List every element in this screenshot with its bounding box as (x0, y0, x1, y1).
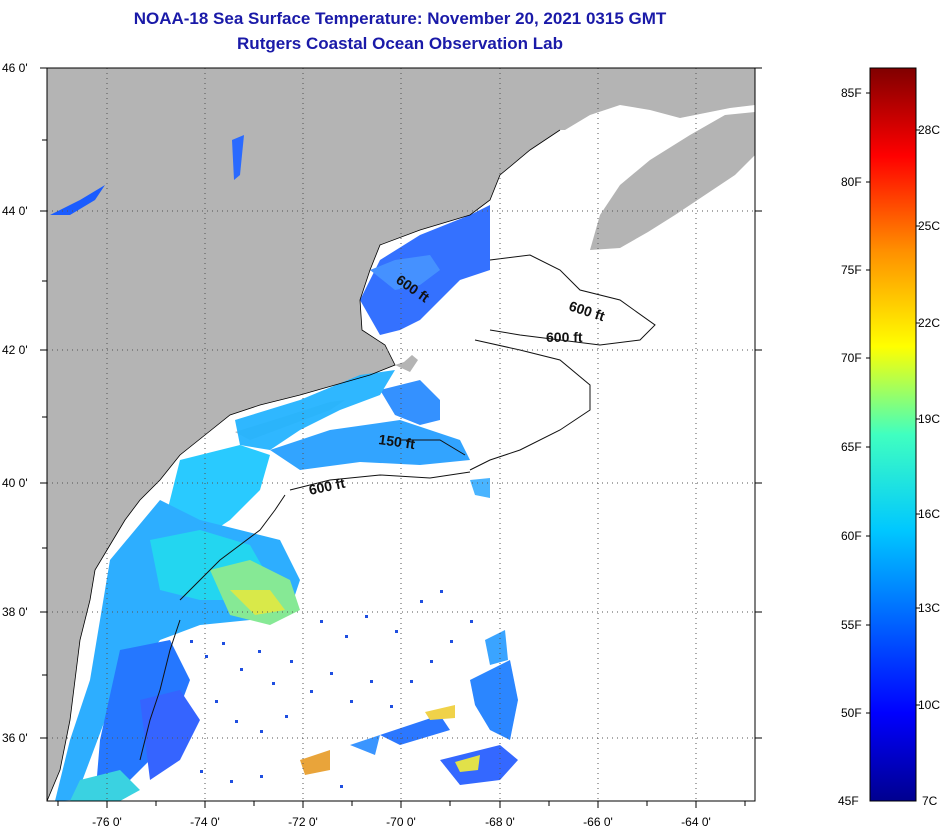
land-us-mainland (47, 68, 560, 801)
colorbar-label-c: 10C (918, 698, 941, 712)
colorbar-label-f: 50F (841, 706, 862, 720)
lake-ontario (50, 185, 105, 215)
colorbar-label-f: 45F (838, 794, 859, 808)
colorbar-label-c: 25C (918, 219, 941, 233)
lon-label: -68 0' (485, 815, 515, 829)
colorbar-label-f: 80F (841, 175, 862, 189)
colorbar-label-c: 28C (918, 123, 941, 137)
sst-data (55, 205, 518, 801)
lat-label: 44 0' (2, 204, 28, 218)
map-subtitle: Rutgers Coastal Ocean Observation Lab (237, 34, 563, 53)
colorbar-label-f: 75F (841, 263, 862, 277)
colorbar-label-f: 60F (841, 529, 862, 543)
land-cape-cod (395, 355, 418, 372)
map-title: NOAA-18 Sea Surface Temperature: Novembe… (133, 9, 667, 28)
lat-label: 46 0' (2, 61, 28, 75)
colorbar-label-c: 22C (918, 316, 941, 330)
lon-label: -70 0' (386, 815, 416, 829)
lat-label: 42 0' (2, 343, 28, 357)
colorbar-label-f: 70F (841, 351, 862, 365)
lake-champlain (232, 135, 244, 180)
colorbar-label-f: 65F (841, 440, 862, 454)
lat-label: 38 0' (2, 605, 28, 619)
colorbar-ticks (866, 92, 920, 714)
lat-label: 40 0' (2, 476, 28, 490)
lon-label: -66 0' (583, 815, 613, 829)
lon-ticks (57, 801, 746, 808)
lon-label: -76 0' (92, 815, 122, 829)
colorbar-label-c: 7C (922, 794, 938, 808)
coastline (47, 129, 561, 801)
colorbar-label-c: 16C (918, 507, 941, 521)
contour-label: 150 ft (378, 431, 417, 452)
colorbar (869, 67, 917, 802)
colorbar-label-c: 13C (918, 601, 941, 615)
contour-label: 600 ft (307, 475, 346, 498)
sst-speckle (190, 590, 473, 788)
land-canada (560, 68, 755, 130)
graticule (47, 68, 755, 801)
land-nova-scotia (590, 112, 755, 250)
lat-label: 36 0' (2, 731, 28, 745)
colorbar-label-f: 85F (841, 86, 862, 100)
colorbar-label-f: 55F (841, 618, 862, 632)
lon-label: -74 0' (190, 815, 220, 829)
lon-label: -72 0' (288, 815, 318, 829)
bathymetry-contours (139, 254, 656, 761)
lon-label: -64 0' (681, 815, 711, 829)
colorbar-label-c: 19C (918, 412, 941, 426)
lat-ticks (40, 67, 762, 739)
contour-label: 600 ft (546, 329, 583, 345)
